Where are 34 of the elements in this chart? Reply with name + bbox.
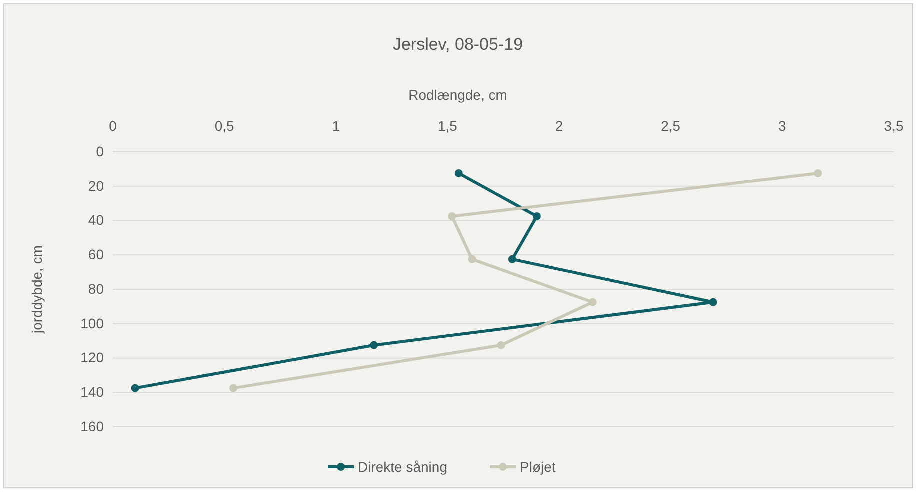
point xyxy=(532,212,541,220)
chart-title: Jerslev, 08-05-19 xyxy=(392,35,524,54)
point xyxy=(497,341,506,350)
y-axis-title: jorddybde, cm xyxy=(29,246,45,334)
point xyxy=(448,212,456,220)
x-tick-label: 1,5 xyxy=(438,118,458,134)
x-tick-label: 0,5 xyxy=(214,118,235,134)
x-tick-label: 1 xyxy=(332,118,340,134)
y-tick-label: 0 xyxy=(96,143,104,160)
x-tick-label: 0 xyxy=(109,118,118,134)
y-tick-label: 20 xyxy=(88,178,104,194)
point xyxy=(230,384,238,392)
x-tick-label: 2 xyxy=(555,118,564,134)
legend-label: Direkte såning xyxy=(358,459,448,475)
y-tick-label: 160 xyxy=(80,418,104,434)
point xyxy=(814,170,822,178)
point xyxy=(131,384,140,392)
point xyxy=(370,341,378,350)
y-tick-label: 40 xyxy=(88,212,104,228)
y-tick-label: 80 xyxy=(88,280,104,297)
point xyxy=(468,255,476,264)
x-tick-label: 3,5 xyxy=(884,118,904,134)
point xyxy=(508,255,516,264)
y-tick-label: 120 xyxy=(80,350,104,366)
legend-label: Pløjet xyxy=(520,459,556,475)
x-tick-label: 2,5 xyxy=(661,118,681,134)
x-axis-title: Rodlængde, cm xyxy=(408,87,508,103)
y-tick-label: 140 xyxy=(80,384,104,400)
x-tick-label: 3 xyxy=(778,118,787,134)
point xyxy=(588,298,597,306)
y-tick-label: 60 xyxy=(88,246,104,263)
point xyxy=(709,298,718,306)
y-tick-label: 100 xyxy=(80,315,104,332)
point xyxy=(454,170,463,178)
